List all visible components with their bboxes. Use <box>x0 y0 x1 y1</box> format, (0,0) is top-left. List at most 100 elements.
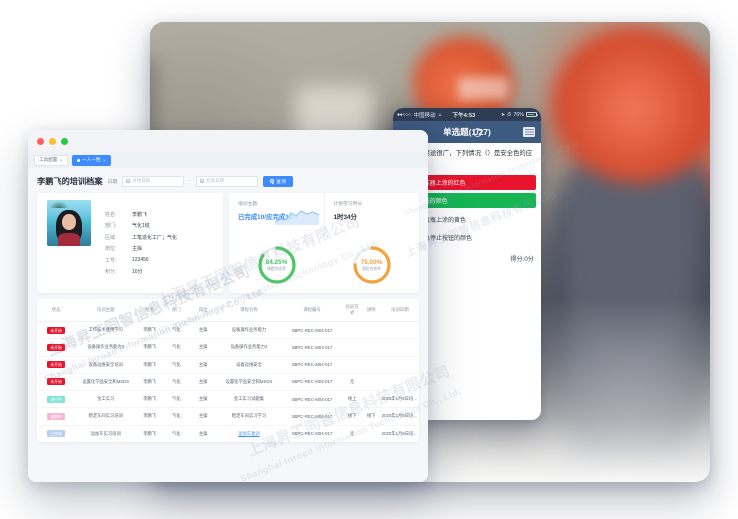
end-date-input[interactable]: 结束日期 <box>195 175 258 187</box>
th-teacher: 讲师 <box>361 299 381 322</box>
page-title: 李鹏飞的培训档案 <box>37 177 103 186</box>
cell-code: SBPC-REC-M04-017 <box>281 390 343 409</box>
cell-course: 稳定车间实习学习 <box>216 407 282 426</box>
donut-pass-svg <box>352 246 391 284</box>
kpi-planned-duration: 计划学习时长 1时34分 <box>323 193 420 237</box>
table-row[interactable]: 逾期中 稳定车间实习培训 李鹏飞 气化 主操 稳定车间实习学习 SBPC-REC-M04-0… <box>37 407 419 426</box>
kpi-label: 计划学习时长 <box>333 202 363 207</box>
kpi-label: 培训主题: <box>238 202 259 207</box>
option-b-label: B.电线的颜色 <box>412 199 448 206</box>
metrics-card: 培训主题: 已完成10/应完成12 计划学习时长 1时34分 <box>229 193 419 293</box>
cell-teacher <box>361 390 381 409</box>
cell-course: 设备操作业务能力2 <box>216 338 282 357</box>
search-button-label: 查询 <box>276 179 286 185</box>
field-key: 工号: <box>105 257 117 264</box>
table-row[interactable]: 已完成 运加车实习培训 李鹏飞 气化 主操 运加车复训 SBPC-REC-M04-017 无 2… <box>37 425 419 442</box>
cell-teacher <box>362 425 381 442</box>
cell-code: SBPC-REC-M04-017 <box>281 338 343 357</box>
cell-mode: 无 <box>349 430 355 436</box>
date-range-separator: - <box>189 178 191 184</box>
avatar-wrapper <box>45 200 93 286</box>
tab-one-person-one-file[interactable]: 一人一档 × <box>71 154 111 166</box>
start-date-input[interactable]: 开始日期 <box>122 175 185 187</box>
field-key: 积分: <box>105 269 117 276</box>
kpi-value: 已完成10/应完成12 <box>238 214 293 221</box>
donut-percent: 84.25% <box>265 258 288 266</box>
signal-dots-icon: ●●○○○ <box>397 111 411 118</box>
cell-name: 李鹏飞 <box>136 356 164 374</box>
kpi-row: 培训主题: 已完成10/应完成12 计划学习时长 1时34分 <box>229 193 419 237</box>
cell-teacher <box>361 356 381 374</box>
cell-teacher: 线下 <box>361 407 381 426</box>
tab-close-icon[interactable]: × <box>59 157 63 163</box>
cell-date: 2020年1月8日培训计划 <box>380 407 419 426</box>
cell-date <box>380 373 419 392</box>
th-dept: 部门 <box>163 299 190 322</box>
field-key: 部门: <box>105 223 117 230</box>
donut-caption: 测验合格率 <box>362 266 381 271</box>
card-list-icon[interactable] <box>523 127 535 137</box>
cell-date <box>380 321 419 340</box>
tab-tool-config[interactable]: 工具配置 × <box>34 154 68 166</box>
cell-course: 设置化学品安全和MSDS <box>216 373 282 392</box>
minimize-dot-icon[interactable] <box>49 137 56 145</box>
cell-mode: 线下 <box>342 407 362 426</box>
cell-post: 主操 <box>189 407 217 426</box>
help-icon[interactable]: ? <box>473 127 482 137</box>
cell-teacher <box>361 373 381 392</box>
donut-caption: 课题完成率 <box>267 266 286 271</box>
cell-date <box>380 338 419 357</box>
th-course: 课程名称 <box>216 299 282 322</box>
field-key: 区域: <box>105 234 117 241</box>
cell-mode <box>342 338 362 357</box>
profile-field-points: 积分: 10分 <box>105 268 215 275</box>
tab-status-dot-icon <box>76 158 80 162</box>
cell-code: SBPC-REC-M04-017 <box>281 407 343 426</box>
sparkline-chart <box>274 210 319 225</box>
cell-topic: 工作技术使用学习 <box>75 321 137 340</box>
cell-course: 设备操作业务能力 <box>216 321 282 340</box>
field-value: 主操 <box>132 246 143 253</box>
course-link[interactable]: 运加车复训 <box>238 430 260 436</box>
cell-topic: 设备操作业务能力2 <box>75 338 137 357</box>
cell-code: SBPC-REC-M04-017 <box>281 373 343 392</box>
avatar-face <box>62 213 76 230</box>
avatar-clothing <box>58 233 80 246</box>
cell-teacher <box>361 321 381 340</box>
th-mode: 培训方式 <box>342 299 362 322</box>
maximize-dot-icon[interactable] <box>61 137 68 145</box>
table-row[interactable]: 未开始 工作技术使用学习 李鹏飞 气化 主操 设备操作业务能力 SBPC-REC-M04-0… <box>37 321 419 340</box>
window-titlebar <box>28 130 428 152</box>
table-row[interactable]: 进行中 金工实习 李鹏飞 气化 主操 金工实习试题集 SBPC-REC-M04-017 线上 2… <box>37 390 419 409</box>
cell-post: 主操 <box>189 338 217 357</box>
status-badge: 未开始 <box>46 378 66 386</box>
cell-status: 未开始 <box>37 338 76 357</box>
status-badge: 未开始 <box>46 326 66 334</box>
table-row[interactable]: 未开始 设置化学品安全和MSDS 李鹏飞 气化 主操 设置化学品安全和MSDS SBPC-R… <box>37 373 419 392</box>
field-key: 姓名: <box>105 211 117 218</box>
cell-topic: 稳定车间实习培训 <box>75 407 137 426</box>
table-row[interactable]: 未开始 设备运维安全培训 李鹏飞 气化 主操 设备运维安全 SBPC-REC-M04-017 <box>37 356 419 374</box>
search-button[interactable]: 查询 <box>262 175 293 187</box>
th-topic: 培训主题 <box>75 299 137 322</box>
option-a-label: A.变压器上涂的红色 <box>412 180 466 187</box>
cell-mode <box>342 321 362 340</box>
cell-status: 未开始 <box>37 321 76 340</box>
cell-topic: 设置化学品安全和MSDS <box>75 373 137 392</box>
field-value: 工笔造化工厂；气化 <box>132 234 178 241</box>
field-key: 岗位: <box>105 246 117 253</box>
cell-name: 李鹏飞 <box>136 321 164 340</box>
cell-name: 李鹏飞 <box>136 407 164 426</box>
table-row[interactable]: 未开始 设备操作业务能力2 李鹏飞 气化 主操 设备操作业务能力2 SBPC-REC-M04… <box>37 338 419 357</box>
close-dot-icon[interactable] <box>37 137 44 145</box>
wifi-icon: ▵ <box>438 111 442 118</box>
profile-card: 姓名: 李鹏飞 部门: 气化1班 区域: 工笔造化工厂；气化 岗位: 主操 <box>37 193 223 293</box>
table-body: 未开始 工作技术使用学习 李鹏飞 气化 主操 设备操作业务能力 SBPC-REC-M04-0… <box>37 321 419 442</box>
profile-field-name: 姓名: 李鹏飞 <box>105 211 215 218</box>
tab-close-icon[interactable]: × <box>102 157 106 163</box>
cell-post: 主操 <box>189 390 217 409</box>
cell-topic: 运加车实习培训 <box>90 430 121 436</box>
cell-status: 进行中 <box>37 390 76 409</box>
statusbar-right-group: ➤ ⏱ 76% <box>501 112 538 118</box>
